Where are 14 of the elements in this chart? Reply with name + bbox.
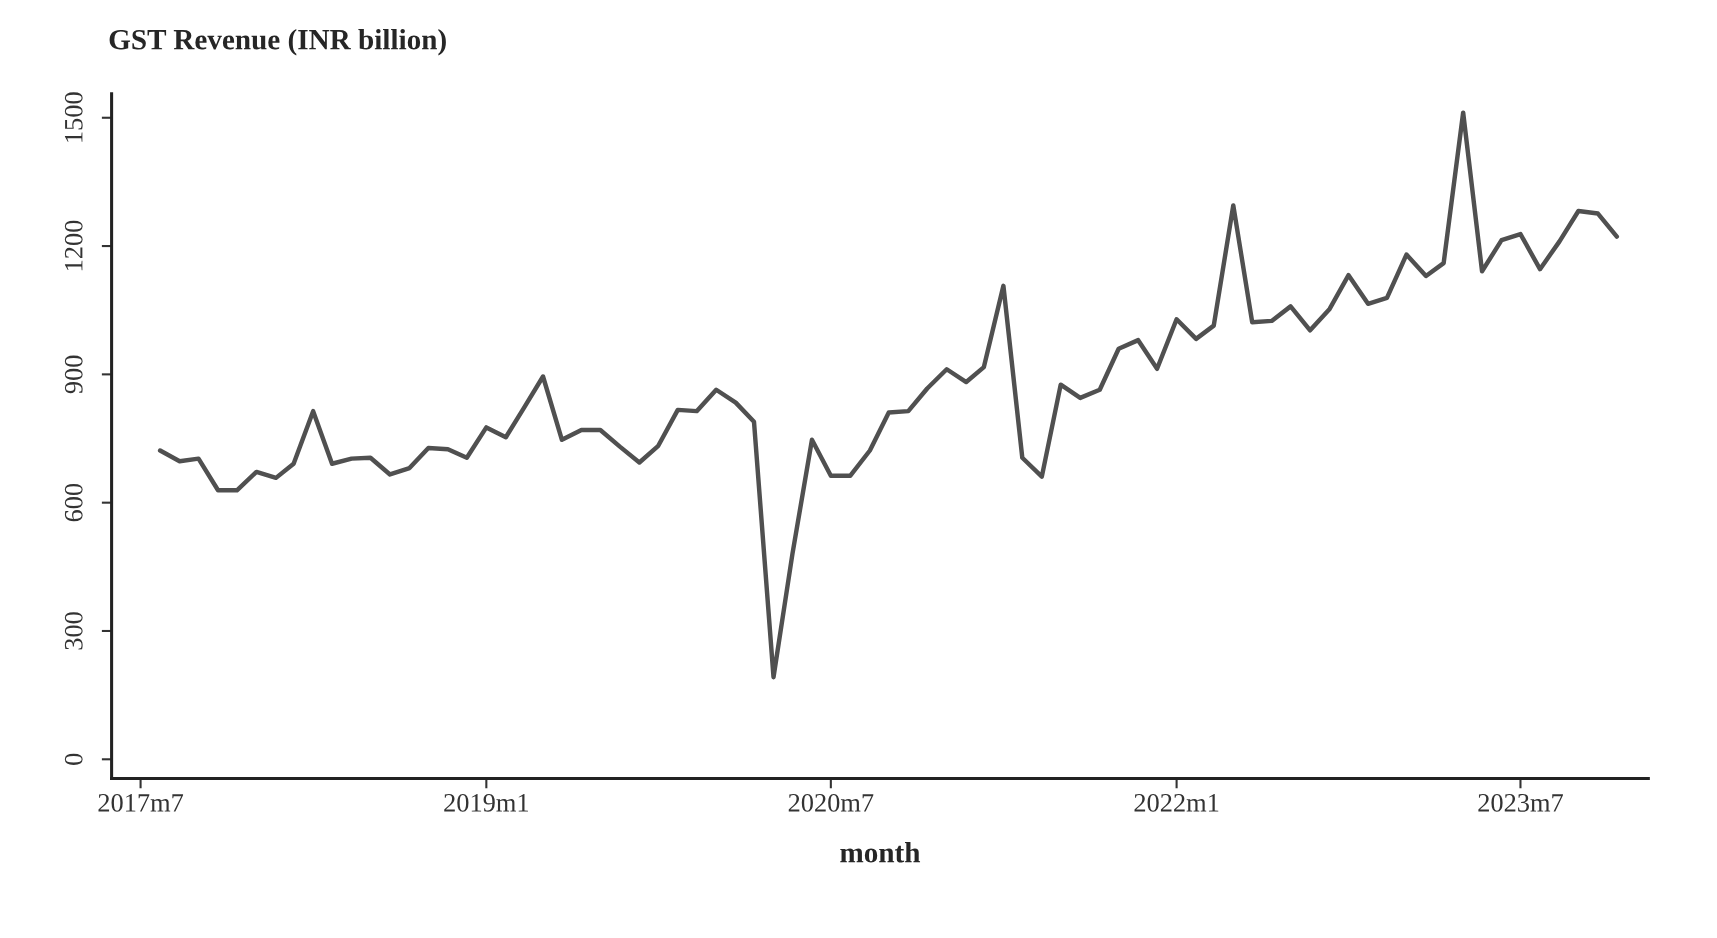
y-tick-label: 300 [64, 612, 83, 650]
y-tick-label: 900 [64, 355, 83, 394]
y-tick-label: 0 [64, 753, 83, 765]
x-tick-label: 2022m1 [1134, 793, 1219, 812]
y-tick-label: 600 [64, 483, 83, 522]
x-tick-label: 2023m7 [1478, 793, 1563, 812]
x-tick-label: 2017m7 [98, 793, 184, 812]
y-tick-label: 1200 [64, 220, 83, 271]
y-tick-label: 1500 [64, 92, 83, 142]
x-tick-label: 2019m1 [444, 793, 528, 812]
chart-title: GST Revenue (INR billion) [109, 28, 446, 56]
x-axis-title: month [840, 842, 921, 863]
x-tick-label: 2020m7 [788, 793, 874, 812]
line-series [157, 110, 1620, 680]
